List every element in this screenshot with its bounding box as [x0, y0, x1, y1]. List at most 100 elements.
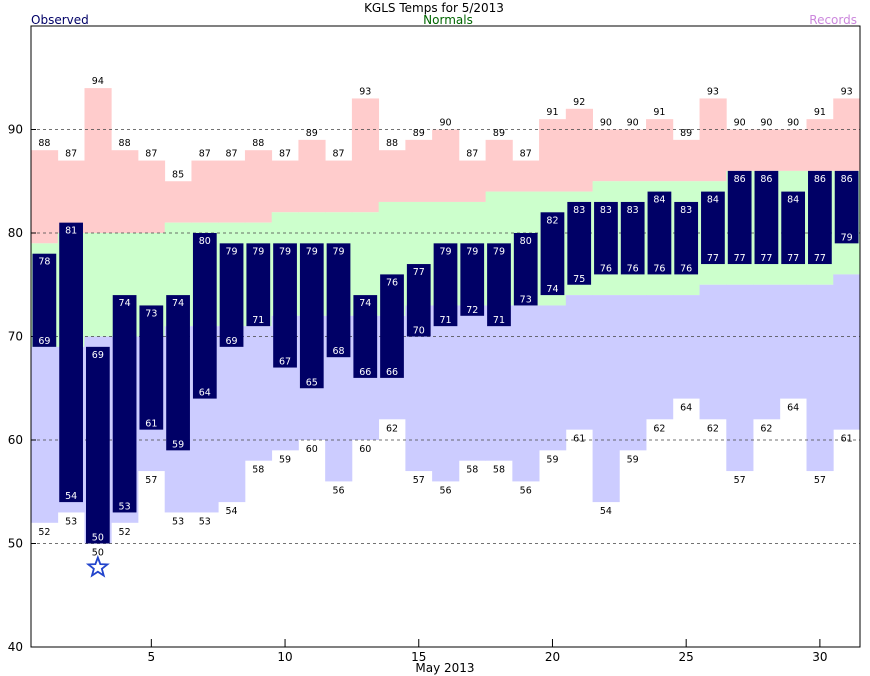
- observed-bar: [754, 170, 779, 265]
- record-low-label: 58: [493, 465, 505, 476]
- x-tick-label: 20: [545, 650, 560, 664]
- observed-low-label: 76: [600, 263, 612, 274]
- observed-high-label: 83: [627, 205, 639, 216]
- record-high-label: 93: [841, 86, 853, 97]
- x-tick-label: 25: [679, 650, 694, 664]
- observed-bar: [273, 243, 297, 368]
- record-low-label: 61: [573, 434, 585, 445]
- record-low-label: 62: [386, 423, 398, 434]
- observed-low-label: 76: [627, 263, 639, 274]
- observed-high-label: 74: [119, 298, 131, 309]
- observed-high-label: 81: [65, 226, 77, 237]
- observed-bar: [299, 243, 324, 389]
- record-high-band: [458, 160, 487, 202]
- record-low-band: [485, 305, 513, 461]
- observed-high-label: 74: [359, 298, 371, 309]
- observed-low-label: 71: [439, 315, 451, 326]
- record-low-label: 57: [814, 475, 826, 486]
- observed-high-label: 82: [546, 215, 558, 226]
- record-low-label: 60: [306, 444, 318, 455]
- record-low-label: 53: [65, 516, 77, 527]
- observed-bar: [353, 295, 378, 378]
- record-high-label: 87: [520, 149, 532, 160]
- observed-low-label: 53: [119, 501, 131, 512]
- record-low-label: 58: [466, 465, 478, 476]
- observed-low-label: 70: [413, 326, 425, 337]
- plot-frame: [30, 25, 861, 648]
- observed-high-label: 79: [493, 246, 505, 257]
- record-high-label: 90: [760, 118, 772, 129]
- record-high-band: [699, 98, 727, 182]
- observed-low-label: 71: [493, 315, 505, 326]
- y-tick-label: 60: [8, 433, 23, 447]
- record-high-band: [565, 108, 593, 192]
- observed-bar: [59, 222, 83, 503]
- observed-high-label: 79: [332, 246, 344, 257]
- record-high-band: [378, 150, 406, 202]
- observed-bar: [380, 274, 404, 378]
- record-low-label: 56: [332, 485, 344, 496]
- record-high-label: 87: [279, 149, 291, 160]
- observed-low-label: 79: [841, 232, 853, 243]
- observed-low-label: 74: [546, 284, 558, 295]
- record-high-band: [672, 139, 700, 182]
- record-high-band: [646, 119, 674, 182]
- x-tick-label: 30: [812, 650, 827, 664]
- observed-bar: [246, 243, 271, 327]
- record-high-label: 90: [627, 118, 639, 129]
- observed-low-label: 77: [707, 253, 719, 264]
- observed-high-label: 86: [760, 174, 772, 185]
- observed-low-label: 75: [573, 274, 585, 285]
- record-high-band: [218, 160, 246, 223]
- observed-bar: [540, 212, 565, 296]
- record-low-label: 52: [119, 527, 131, 538]
- record-high-label: 93: [707, 86, 719, 97]
- observed-high-label: 79: [306, 246, 318, 257]
- y-tick-label: 40: [8, 640, 23, 654]
- observed-low-label: 73: [520, 294, 532, 305]
- observed-bar: [727, 170, 752, 265]
- observed-low-label: 77: [734, 253, 746, 264]
- record-high-label: 87: [65, 149, 77, 160]
- record-high-band: [833, 98, 861, 171]
- observed-high-label: 78: [38, 257, 50, 268]
- record-high-band: [779, 129, 807, 171]
- record-low-band: [726, 284, 754, 472]
- record-high-label: 89: [306, 128, 318, 139]
- record-low-label: 61: [841, 434, 853, 445]
- record-low-label: 53: [172, 516, 184, 527]
- record-high-band: [111, 150, 139, 233]
- record-low-band: [432, 305, 460, 482]
- observed-high-label: 79: [279, 246, 291, 257]
- observed-low-label: 69: [226, 336, 238, 347]
- observed-bar: [567, 201, 592, 285]
- observed-high-label: 76: [386, 277, 398, 288]
- y-tick-label: 90: [8, 123, 23, 137]
- record-high-band: [137, 160, 166, 233]
- record-high-band: [619, 129, 647, 182]
- record-high-label: 88: [38, 138, 50, 149]
- record-high-label: 94: [92, 76, 104, 87]
- record-high-band: [57, 160, 85, 233]
- record-low-label: 57: [145, 475, 157, 486]
- record-high-band: [84, 88, 112, 233]
- observed-high-label: 83: [573, 205, 585, 216]
- record-high-label: 90: [600, 118, 612, 129]
- observed-bar: [406, 264, 431, 337]
- record-high-label: 85: [172, 169, 184, 180]
- record-high-label: 91: [653, 107, 665, 118]
- observed-bar: [433, 243, 458, 327]
- observed-high-label: 79: [252, 246, 264, 257]
- record-high-label: 90: [787, 118, 799, 129]
- observed-high-label: 84: [787, 195, 799, 206]
- observed-low-label: 61: [145, 419, 157, 430]
- observed-low-label: 69: [38, 336, 50, 347]
- record-high-band: [191, 160, 219, 223]
- record-star-icon: [85, 554, 110, 578]
- observed-bar: [85, 346, 110, 544]
- legend-observed: Observed: [31, 13, 89, 27]
- observed-bar: [781, 191, 806, 265]
- y-tick-label: 50: [8, 537, 23, 551]
- record-low-label: 50: [92, 548, 104, 559]
